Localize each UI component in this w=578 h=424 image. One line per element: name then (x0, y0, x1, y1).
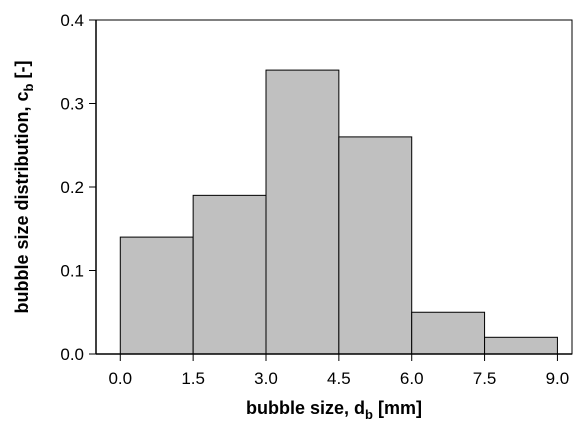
histogram-bar-5 (485, 337, 558, 354)
y-ticks: 0.0 0.1 0.2 0.3 0.4 (60, 11, 96, 364)
y-axis-title: bubble size distribution, cb [-] (12, 61, 36, 314)
x-tick-label: 3.0 (254, 369, 278, 388)
histogram-bar-0 (120, 237, 193, 354)
x-tick-label: 1.5 (181, 369, 205, 388)
x-tick-label: 6.0 (400, 369, 424, 388)
y-tick-label: 0.3 (60, 95, 84, 114)
histogram-bar-2 (266, 70, 339, 354)
histogram-bar-3 (339, 137, 412, 354)
x-tick-label: 9.0 (546, 369, 570, 388)
x-axis-title: bubble size, db [mm] (246, 398, 422, 422)
x-tick-label: 0.0 (108, 369, 132, 388)
x-tick-label: 7.5 (473, 369, 497, 388)
y-tick-label: 0.2 (60, 178, 84, 197)
y-tick-label: 0.4 (60, 11, 84, 30)
x-ticks: 0.0 1.5 3.0 4.5 6.0 7.5 9.0 (108, 354, 569, 388)
y-tick-label: 0.0 (60, 345, 84, 364)
histogram-bar-4 (412, 312, 485, 354)
y-tick-label: 0.1 (60, 262, 84, 281)
x-tick-label: 4.5 (327, 369, 351, 388)
histogram-bar-1 (193, 195, 266, 354)
bars-group (120, 70, 557, 354)
